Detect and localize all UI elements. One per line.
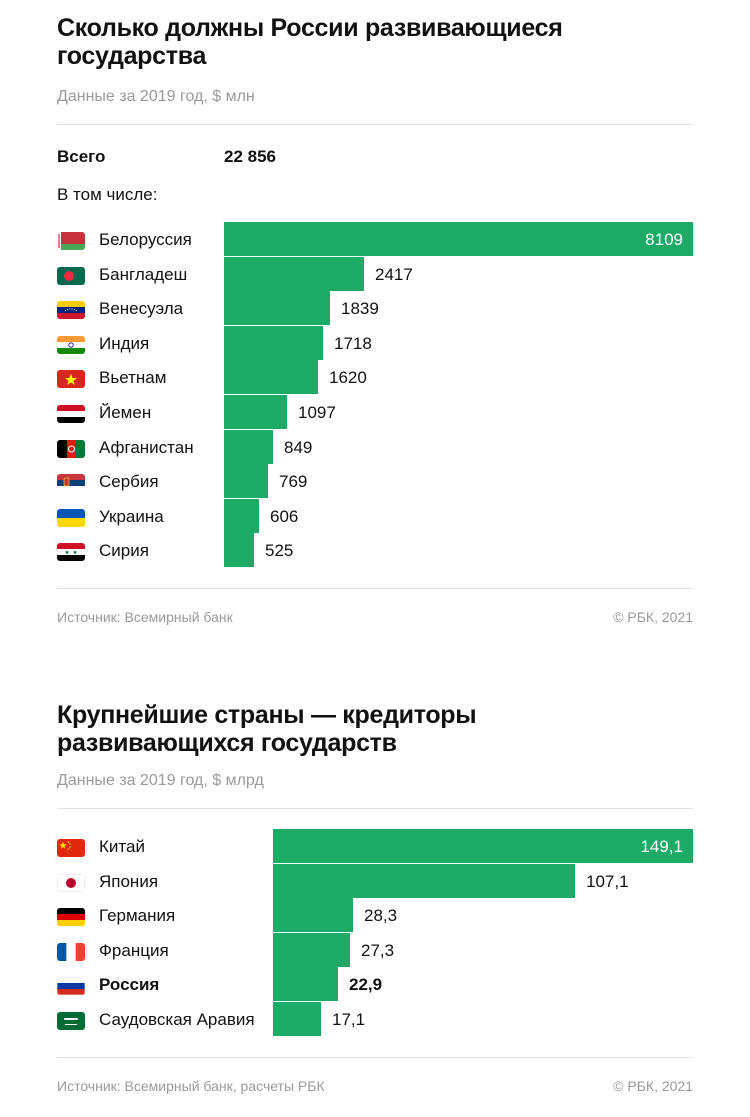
bangladesh-flag [57, 266, 85, 285]
chart1-row: Украина 606 [57, 498, 693, 533]
vietnam-flag [57, 370, 85, 389]
chart2-subtitle: Данные за 2019 год, $ млрд [57, 772, 264, 789]
chart1-category-label: Йемен [99, 403, 152, 422]
saudi-arabia-flag [57, 1012, 85, 1030]
chart1-title: Сколько должны России развивающиеся госу… [57, 14, 563, 70]
chart2-value-label: 149,1 [640, 837, 683, 856]
china-flag [57, 839, 85, 857]
chart1-bar [224, 498, 259, 533]
chart2-row: Япония 107,1 [57, 863, 693, 898]
chart1-row: Афганистан 849 [57, 429, 693, 464]
chart2-category-label: Япония [99, 871, 159, 891]
serbia-flag [57, 474, 85, 493]
chart1-value-label: 606 [270, 506, 299, 526]
chart1-bar [224, 325, 323, 360]
chart2-value-label: 22,9 [349, 975, 383, 995]
chart2-row: Саудовская Аравия 17,1 [57, 1002, 693, 1036]
chart2-value-label: 27,3 [361, 940, 395, 960]
chart2-row: Франция 27,3 [57, 932, 693, 967]
chart2-row: Германия 28,3 [57, 898, 693, 933]
chart1-value-label: 525 [265, 541, 294, 561]
chart1-value-label: 769 [279, 472, 308, 492]
chart2-category-label: Франция [99, 940, 169, 960]
chart1-category-label: Индия [99, 333, 150, 353]
chart2-bar [273, 967, 338, 1002]
chart1-total-value: 22 856 [224, 147, 276, 166]
yemen-flag [57, 405, 85, 423]
syria-flag [57, 543, 85, 562]
chart1-bar [224, 222, 693, 256]
chart1-bar [224, 360, 318, 395]
chart2-category-label: Россия [99, 975, 160, 995]
chart1-subtitle: Данные за 2019 год, $ млн [57, 88, 255, 105]
chart1-category-label: Сербия [99, 472, 159, 492]
chart1-value-label: 8109 [645, 230, 683, 249]
chart-debt-to-russia: Сколько должны России развивающиеся госу… [57, 0, 693, 640]
chart2-bar [273, 829, 693, 863]
chart1-value-label: 1839 [341, 299, 379, 319]
chart1-category-label: Бангладеш [99, 264, 188, 284]
chart1-credit: © РБК, 2021 [613, 609, 693, 625]
chart1-bar [224, 291, 330, 326]
chart1-value-label: 2417 [375, 264, 413, 284]
chart1-bottom-rule [57, 588, 693, 589]
chart1-row: Вьетнам 1620 [57, 360, 693, 395]
chart1-row: Венесуэла 1839 [57, 291, 693, 326]
chart2-bar [273, 932, 350, 967]
chart2-bottom-rule [57, 1057, 693, 1058]
chart1-row: Сербия 769 [57, 464, 693, 499]
chart1-row: Йемен 1097 [57, 395, 693, 429]
chart1-row: Сирия 525 [57, 533, 693, 568]
chart1-category-label: Вьетнам [99, 368, 167, 388]
chart-top-creditors: Крупнейшие страны — кредиторы развивающи… [57, 0, 693, 1117]
chart1-row: Индия 1718 [57, 325, 693, 360]
chart1-source: Источник: Всемирный банк [57, 609, 233, 625]
chart1-category-label: Украина [99, 506, 164, 526]
chart2-source: Источник: Всемирный банк, расчеты РБК [57, 1078, 325, 1094]
chart1-bar [224, 464, 268, 499]
chart2-category-label: Саудовская Аравия [99, 1010, 255, 1029]
germany-flag [57, 908, 85, 927]
chart2-value-label: 107,1 [586, 871, 629, 891]
chart2-credit: © РБК, 2021 [613, 1078, 693, 1094]
chart1-bar [224, 256, 364, 291]
chart1-bar [224, 533, 254, 568]
chart2-row: Китай 149,1 [57, 829, 693, 863]
chart1-value-label: 849 [284, 437, 313, 457]
ukraine-flag [57, 508, 85, 527]
chart1-value-label: 1097 [298, 403, 336, 422]
chart1-category-label: Венесуэла [99, 299, 184, 319]
chart1-row: Белоруссия 8109 [57, 222, 693, 256]
chart2-category-label: Германия [99, 906, 176, 926]
japan-flag [57, 873, 85, 892]
chart2-value-label: 28,3 [364, 906, 398, 926]
chart1-value-label: 1718 [334, 333, 372, 353]
chart2-bar [273, 1002, 321, 1036]
afghanistan-flag [57, 439, 85, 458]
chart1-total-label: Всего [57, 147, 106, 166]
chart2-value-label: 17,1 [332, 1010, 366, 1029]
chart1-bar [224, 429, 273, 464]
chart1-including-label: В том числе: [57, 185, 158, 204]
france-flag [57, 942, 85, 961]
chart1-row: Бангладеш 2417 [57, 256, 693, 291]
chart1-bar [224, 395, 287, 429]
chart1-category-label: Афганистан [99, 437, 194, 457]
chart1-value-label: 1620 [329, 368, 367, 388]
venezuela-flag [57, 301, 85, 320]
belarus-flag [57, 232, 85, 250]
chart1-category-label: Белоруссия [99, 230, 192, 249]
chart2-bar [273, 863, 575, 898]
chart2-title: Крупнейшие страны — кредиторы развивающи… [57, 701, 477, 757]
russia-flag [57, 977, 85, 996]
chart2-top-rule [57, 808, 693, 809]
chart1-category-label: Сирия [99, 541, 149, 561]
chart2-category-label: Китай [99, 837, 145, 856]
chart2-bar [273, 898, 353, 933]
chart1-top-rule [57, 124, 693, 125]
chart2-row: Россия 22,9 [57, 967, 693, 1002]
india-flag [57, 335, 85, 354]
